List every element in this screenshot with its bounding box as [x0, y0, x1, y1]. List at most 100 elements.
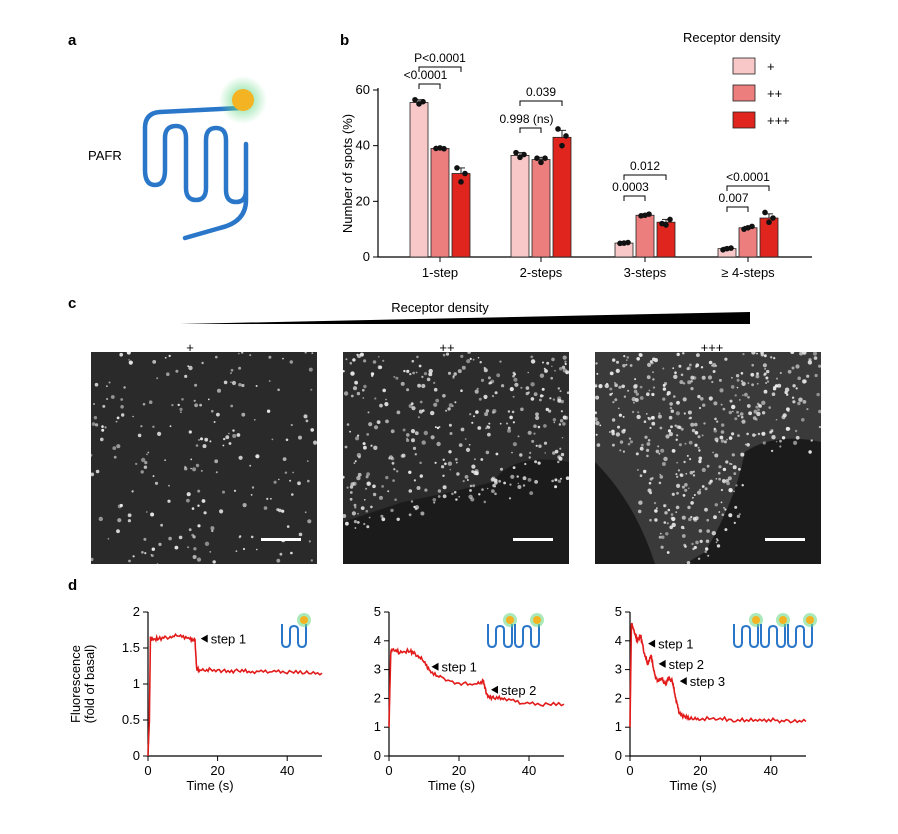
- fluorescent-spot: [527, 478, 532, 482]
- significance-label: 0.0003: [612, 180, 649, 194]
- fluorescent-spot: [168, 536, 172, 541]
- fluorescent-spot: [729, 399, 733, 403]
- fluorescent-spot: [352, 481, 357, 486]
- bar: [552, 136, 572, 258]
- step-label: step 3: [690, 674, 725, 689]
- fluorescent-spot: [209, 440, 212, 443]
- fluorescent-spot: [633, 384, 638, 389]
- fluorescent-spot: [216, 412, 220, 417]
- fluorescent-spot: [527, 371, 529, 374]
- fluorescent-spot: [765, 376, 769, 380]
- fluorescent-spot: [435, 398, 440, 403]
- fluorescent-spot: [784, 387, 790, 392]
- fluorescent-spot: [682, 352, 685, 355]
- fluorescent-spot: [266, 497, 269, 500]
- fluorescent-spot: [816, 392, 820, 397]
- fluorescent-spot: [611, 429, 615, 434]
- fluorescent-spot: [697, 394, 701, 399]
- fluorescent-spot: [611, 443, 615, 447]
- x-tick-label: 3-steps: [624, 265, 667, 280]
- fluorescent-spot: [350, 394, 354, 398]
- fluorescent-spot: [738, 513, 741, 516]
- fluorescent-spot: [310, 388, 313, 391]
- fluorescent-spot: [362, 397, 365, 399]
- fluorescent-spot: [697, 435, 701, 439]
- fluorescent-spot: [770, 356, 773, 359]
- fluorescent-spot: [791, 396, 795, 399]
- fluorescent-spot: [544, 369, 548, 373]
- density-title: Receptor density: [391, 300, 489, 315]
- fluorescent-spot: [564, 360, 567, 363]
- fluorescent-spot: [228, 432, 230, 435]
- fluorescent-spot: [366, 433, 370, 436]
- data-point: [625, 239, 631, 246]
- fluorescent-spot: [679, 380, 684, 385]
- fluorescent-spot: [284, 471, 288, 474]
- fluorescent-spot: [664, 511, 668, 515]
- fluorescent-spot: [91, 472, 95, 477]
- fluorescent-spot: [194, 403, 198, 408]
- fluorescent-spot: [731, 404, 736, 410]
- fluorescent-spot: [619, 449, 622, 452]
- y-tick-label: 0.5: [122, 712, 140, 727]
- fluorescent-spot: [733, 490, 735, 493]
- fluorescent-spot: [180, 411, 182, 413]
- y-axis-label: Number of spots (%): [340, 114, 355, 233]
- fluorescent-spot: [419, 461, 422, 465]
- step-arrow: [658, 659, 666, 668]
- fluorescent-spot: [792, 400, 796, 404]
- fluorescent-spot: [140, 470, 144, 474]
- fluorescent-spot: [164, 356, 167, 359]
- fluorescent-spot: [434, 426, 437, 429]
- fluorescent-spot: [813, 356, 818, 360]
- fluorescent-spot: [733, 472, 737, 475]
- fluorescent-spot: [626, 359, 628, 361]
- legend-swatch: [732, 57, 756, 75]
- fluorescent-spot: [629, 440, 633, 444]
- fluorescent-spot: [676, 400, 680, 405]
- fluorescent-spot: [98, 516, 103, 522]
- fluorescent-spot: [751, 383, 754, 387]
- fluorescent-spot: [379, 495, 383, 500]
- y-tick-label: 0: [133, 748, 140, 763]
- fluorescent-spot: [660, 545, 664, 549]
- fluorescent-spot: [690, 387, 694, 391]
- fluorescent-spot: [666, 391, 671, 395]
- fluorescent-spot: [688, 487, 690, 490]
- fluorescent-spot: [214, 459, 219, 464]
- fluorescent-spot: [418, 409, 423, 414]
- data-point: [766, 219, 772, 226]
- fluorescent-spot: [727, 476, 732, 481]
- fluorescent-spot: [363, 359, 367, 363]
- fluorescent-spot: [475, 410, 479, 414]
- legend-title: Receptor density: [683, 30, 781, 45]
- data-point: [412, 96, 418, 103]
- fluorescent-spot: [230, 372, 232, 374]
- fluorescent-spot: [669, 402, 673, 406]
- bar: [510, 155, 530, 258]
- fluorescent-spot: [94, 382, 99, 387]
- fluorescent-spot: [416, 486, 421, 490]
- significance-label: 0.039: [526, 85, 556, 99]
- fluorescent-spot: [741, 419, 746, 424]
- fluorescent-spot: [595, 362, 598, 365]
- fluorescent-spot: [113, 455, 117, 459]
- fluorescent-spot: [622, 415, 625, 418]
- fluorescent-spot: [468, 494, 473, 499]
- fluorescent-spot: [777, 383, 782, 388]
- legend-swatch: [732, 84, 756, 102]
- fluorescent-spot: [184, 374, 188, 378]
- fluorescent-spot: [560, 410, 563, 413]
- fluorescent-spot: [719, 435, 724, 440]
- bar: [430, 148, 450, 258]
- fluorescent-spot: [238, 352, 240, 355]
- fluorescent-spot: [761, 400, 766, 405]
- fluorescent-spot: [110, 395, 115, 399]
- bar: [738, 227, 758, 258]
- fluorescent-spot: [281, 509, 285, 513]
- fluorescent-spot: [688, 440, 693, 445]
- fluorescent-spot: [621, 384, 625, 389]
- fluorescent-spot: [697, 490, 702, 495]
- fluorescent-spot: [652, 386, 656, 389]
- fluorescent-spot: [349, 497, 353, 501]
